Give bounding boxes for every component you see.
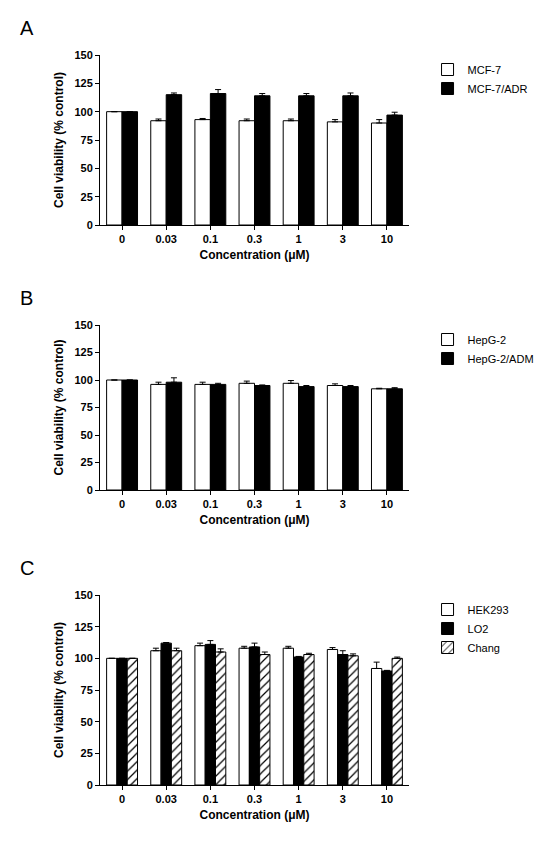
svg-text:100: 100 [74,652,92,664]
svg-text:3: 3 [340,793,346,805]
svg-text:3: 3 [340,233,346,245]
svg-text:0.03: 0.03 [155,233,176,245]
svg-text:3: 3 [340,498,346,510]
svg-text:25: 25 [81,747,93,759]
svg-text:0.03: 0.03 [155,498,176,510]
svg-text:C: C [20,557,34,579]
svg-text:10: 10 [381,793,393,805]
svg-text:75: 75 [81,401,93,413]
svg-text:125: 125 [74,77,92,89]
svg-text:A: A [20,17,34,39]
svg-text:100: 100 [74,374,92,386]
svg-text:0.1: 0.1 [203,793,218,805]
svg-text:125: 125 [74,346,92,358]
svg-text:100: 100 [74,106,92,118]
svg-text:0.3: 0.3 [247,793,262,805]
svg-text:HepG-2/ADM: HepG-2/ADM [468,353,534,365]
svg-text:75: 75 [81,684,93,696]
svg-text:1: 1 [296,498,302,510]
svg-text:1: 1 [296,233,302,245]
svg-text:125: 125 [74,621,92,633]
svg-text:0.1: 0.1 [203,498,218,510]
svg-text:0: 0 [87,484,93,496]
svg-text:10: 10 [381,498,393,510]
svg-text:0: 0 [87,219,93,231]
svg-text:10: 10 [381,233,393,245]
svg-text:Cell viability (% control): Cell viability (% control) [52,622,66,758]
svg-text:Concentration (μM): Concentration (μM) [200,248,310,262]
svg-text:0: 0 [119,793,125,805]
svg-text:25: 25 [81,191,93,203]
svg-text:0.1: 0.1 [203,233,218,245]
svg-text:0: 0 [119,498,125,510]
svg-text:50: 50 [81,162,93,174]
svg-text:HEK293: HEK293 [468,604,509,616]
svg-text:0: 0 [119,233,125,245]
svg-text:0.3: 0.3 [247,498,262,510]
svg-text:150: 150 [74,319,92,331]
svg-text:1: 1 [296,793,302,805]
svg-text:50: 50 [81,429,93,441]
svg-text:25: 25 [81,456,93,468]
svg-text:75: 75 [81,134,93,146]
svg-text:50: 50 [81,716,93,728]
svg-text:B: B [20,287,33,309]
svg-text:150: 150 [74,49,92,61]
svg-text:0.3: 0.3 [247,233,262,245]
svg-text:150: 150 [74,589,92,601]
svg-text:Concentration (μM): Concentration (μM) [200,808,310,822]
svg-text:MCF-7: MCF-7 [468,64,502,76]
svg-text:MCF-7/ADR: MCF-7/ADR [468,83,528,95]
svg-text:Cell viability (% control): Cell viability (% control) [52,72,66,208]
svg-text:Chang: Chang [468,642,500,654]
svg-text:Concentration (μM): Concentration (μM) [200,513,310,527]
svg-text:0: 0 [87,779,93,791]
svg-text:LO2: LO2 [468,623,489,635]
svg-text:HepG-2: HepG-2 [468,334,507,346]
svg-text:0.03: 0.03 [155,793,176,805]
svg-text:Cell viability (% control): Cell viability (% control) [52,339,66,475]
